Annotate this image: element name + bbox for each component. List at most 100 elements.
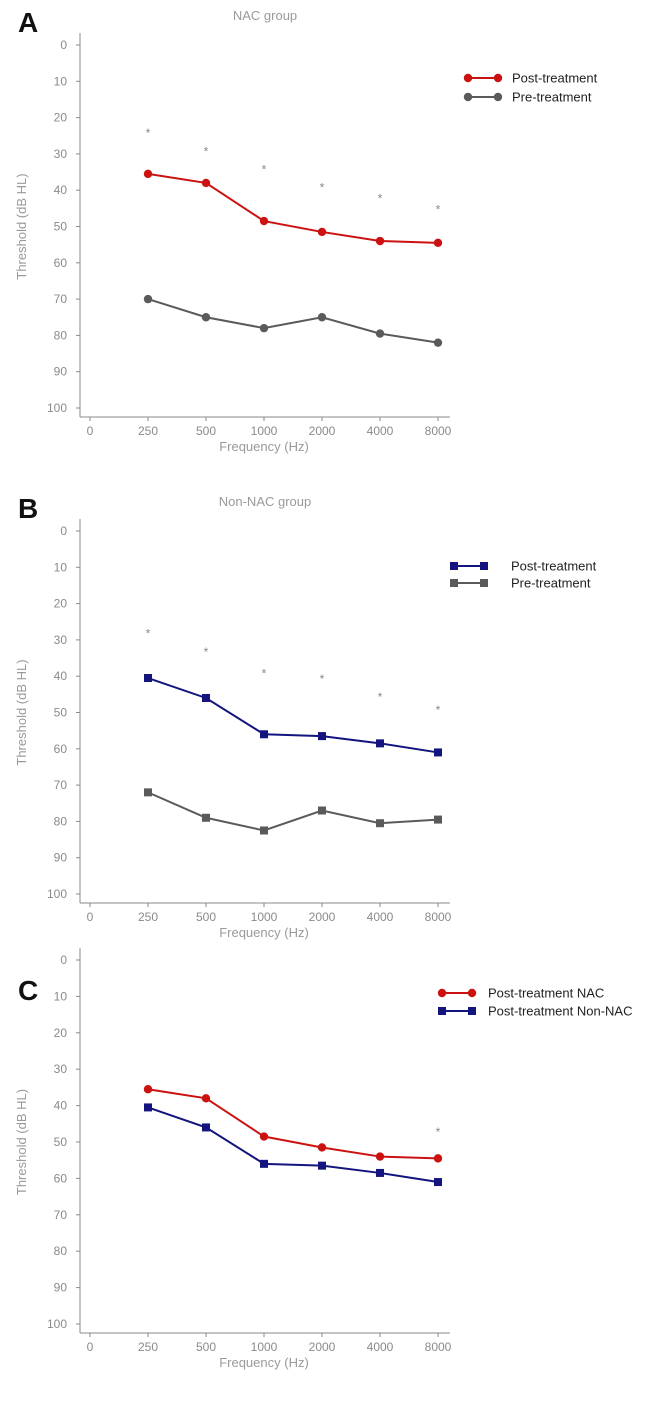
data-point <box>317 1143 327 1152</box>
y-axis-label: Threshold (dB HL) <box>14 659 29 765</box>
x-tick-label: 500 <box>196 910 216 924</box>
series-line <box>147 172 439 244</box>
significance-marker: * <box>320 672 325 686</box>
x-tick-label: 500 <box>196 424 216 438</box>
y-tick-label: 60 <box>54 1171 68 1185</box>
data-point <box>260 826 268 835</box>
data-point <box>434 748 442 757</box>
y-tick-label: 20 <box>54 597 68 611</box>
data-point <box>259 1132 269 1141</box>
significance-marker: * <box>204 645 209 659</box>
data-point <box>201 313 211 322</box>
significance-marker: * <box>146 627 151 641</box>
data-point <box>144 674 152 683</box>
data-point <box>376 1168 384 1177</box>
data-point <box>144 1103 152 1112</box>
legend-marker <box>493 92 503 102</box>
significance-marker: * <box>378 191 383 205</box>
series-line <box>147 1106 439 1184</box>
y-tick-label: 80 <box>54 814 68 828</box>
data-point <box>317 313 327 322</box>
x-axis-label: Frequency (Hz) <box>219 1355 309 1370</box>
x-tick-label: 1000 <box>251 910 278 924</box>
legend-label: Pre-treatment <box>511 576 591 591</box>
legend-marker <box>450 562 458 570</box>
x-tick-label: 0 <box>87 1340 94 1354</box>
legend-marker <box>438 1007 446 1015</box>
y-tick-label: 50 <box>54 220 68 234</box>
x-tick-label: 0 <box>87 910 94 924</box>
data-point <box>201 178 211 188</box>
data-point <box>318 1161 326 1170</box>
legend-marker <box>467 988 477 998</box>
data-point <box>376 739 384 748</box>
data-point <box>375 329 385 338</box>
data-point <box>260 730 268 739</box>
panel-title: NAC group <box>233 8 297 23</box>
significance-marker: * <box>262 667 267 681</box>
legend-label: Post-treatment <box>511 559 597 574</box>
panel-letter: A <box>18 7 38 38</box>
data-point <box>259 323 269 333</box>
series-line <box>147 1088 439 1160</box>
panel-letter: B <box>18 493 38 524</box>
legend-marker <box>437 988 447 998</box>
y-tick-label: 50 <box>54 1135 68 1149</box>
legend-label: Post-treatment <box>512 71 598 86</box>
data-point <box>143 1085 153 1094</box>
y-tick-label: 40 <box>54 183 68 197</box>
legend-marker <box>463 92 473 102</box>
legend-marker <box>450 579 458 587</box>
y-axis-label: Threshold (dB HL) <box>14 1089 29 1195</box>
y-tick-label: 40 <box>54 669 68 683</box>
x-tick-label: 2000 <box>309 910 336 924</box>
y-tick-label: 20 <box>54 111 68 125</box>
y-tick-label: 90 <box>54 1281 68 1295</box>
y-tick-label: 100 <box>47 887 67 901</box>
legend-label: Post-treatment NAC <box>488 986 604 1001</box>
data-point <box>318 806 326 815</box>
significance-marker: * <box>436 703 441 717</box>
legend-marker <box>480 579 488 587</box>
series-line <box>147 677 439 754</box>
x-tick-label: 1000 <box>251 424 278 438</box>
x-tick-label: 4000 <box>367 910 394 924</box>
y-tick-label: 90 <box>54 851 68 865</box>
x-tick-label: 8000 <box>425 910 452 924</box>
data-point <box>202 693 210 702</box>
y-tick-label: 10 <box>54 989 68 1003</box>
y-tick-label: 20 <box>54 1026 68 1040</box>
x-tick-label: 4000 <box>367 424 394 438</box>
x-tick-label: 0 <box>87 424 94 438</box>
x-tick-label: 250 <box>138 424 158 438</box>
x-tick-label: 1000 <box>251 1340 278 1354</box>
x-tick-label: 8000 <box>425 424 452 438</box>
y-tick-label: 0 <box>60 38 67 52</box>
y-tick-label: 100 <box>47 1317 67 1331</box>
panel-title: Non-NAC group <box>219 494 312 509</box>
x-tick-label: 250 <box>138 1340 158 1354</box>
data-point <box>376 819 384 828</box>
data-point <box>375 236 385 246</box>
significance-marker: * <box>146 126 151 140</box>
series-line <box>147 298 439 344</box>
y-tick-label: 70 <box>54 292 68 306</box>
legend-label: Post-treatment Non-NAC <box>488 1004 633 1019</box>
y-tick-label: 60 <box>54 256 68 270</box>
significance-marker: * <box>204 144 209 158</box>
y-tick-label: 70 <box>54 1208 68 1222</box>
data-point <box>201 1094 211 1103</box>
x-axis-label: Frequency (Hz) <box>219 925 309 940</box>
y-tick-label: 30 <box>54 1062 68 1076</box>
data-point <box>202 1123 210 1132</box>
data-point <box>317 227 327 237</box>
y-tick-label: 70 <box>54 778 68 792</box>
x-tick-label: 4000 <box>367 1340 394 1354</box>
y-tick-label: 60 <box>54 742 68 756</box>
y-tick-label: 10 <box>54 560 68 574</box>
significance-marker: * <box>436 1125 441 1139</box>
